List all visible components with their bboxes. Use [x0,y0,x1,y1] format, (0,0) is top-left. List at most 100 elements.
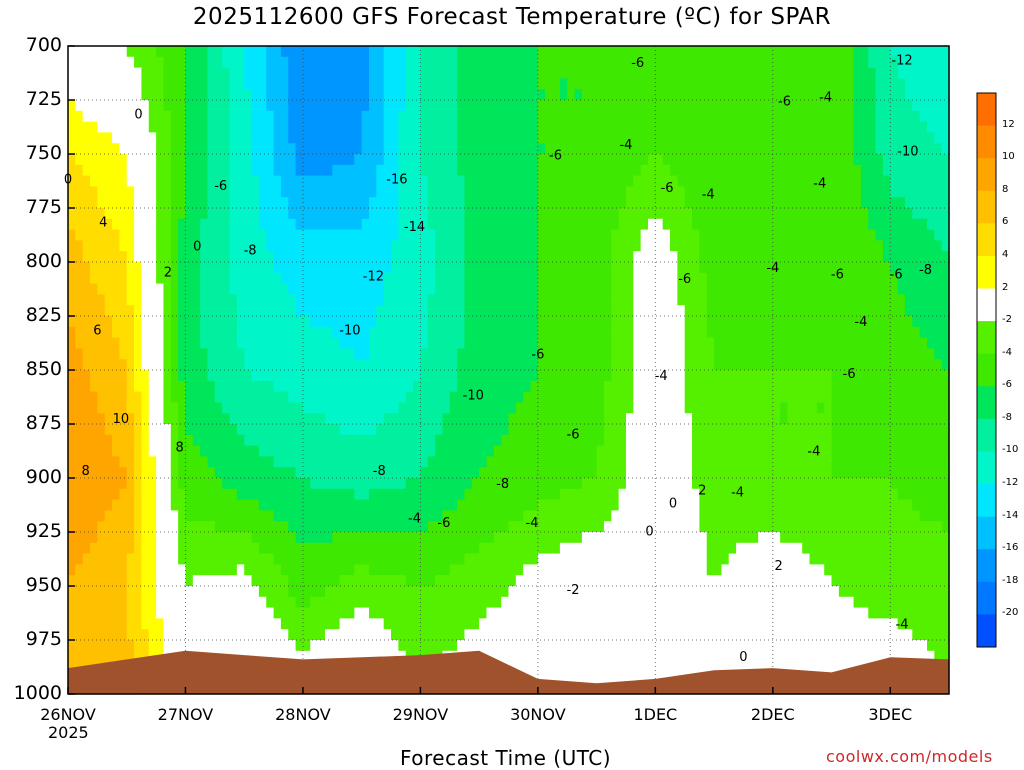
temperature-cell [324,456,333,468]
temperature-cell [941,326,950,339]
temperature-cell [750,294,759,306]
temperature-cell [75,251,84,263]
temperature-cell [134,294,143,306]
temperature-cell [413,370,421,382]
temperature-cell [904,218,913,231]
temperature-cell [670,175,678,187]
temperature-cell [310,434,319,447]
temperature-cell [706,100,715,112]
temperature-cell [324,175,333,187]
temperature-cell [647,56,656,69]
temperature-cell [427,208,436,220]
temperature-cell [251,370,260,382]
temperature-cell [258,456,267,468]
temperature-cell [332,164,341,177]
temperature-cell [493,100,502,112]
temperature-cell [655,380,664,393]
temperature-cell [714,186,723,198]
temperature-cell [838,413,847,425]
temperature-cell [266,78,275,90]
temperature-cell [934,208,943,220]
temperature-cell [758,154,767,166]
temperature-cell [625,380,634,393]
temperature-cell [376,154,385,166]
temperature-cell [611,208,620,220]
temperature-cell [941,56,950,69]
temperature-cell [280,262,289,274]
temperature-cell [471,337,480,349]
temperature-cell [207,175,216,187]
temperature-cell [420,456,429,468]
temperature-cell [868,305,877,317]
temperature-cell [486,67,495,79]
temperature-cell [310,164,319,177]
temperature-cell [714,251,723,263]
temperature-cell [178,262,187,274]
temperature-cell [714,46,723,58]
temperature-cell [479,229,488,241]
temperature-cell [258,316,267,328]
temperature-cell [625,402,634,414]
temperature-cell [912,175,921,187]
temperature-cell [750,424,759,436]
temperature-cell [692,316,700,328]
temperature-cell [273,67,282,79]
temperature-cell [640,467,649,479]
temperature-cell [941,467,950,479]
temperature-cell [134,67,143,79]
temperature-cell [882,456,891,468]
temperature-cell [772,262,781,274]
temperature-cell [882,164,891,177]
temperature-cell [750,186,759,198]
temperature-cell [750,434,759,447]
temperature-cell [148,121,157,133]
temperature-cell [603,132,612,144]
temperature-cell [596,391,605,403]
temperature-cell [68,445,76,457]
temperature-cell [295,272,304,285]
temperature-cell [941,413,950,425]
temperature-cell [559,89,568,101]
temperature-cell [156,186,165,198]
temperature-cell [860,240,869,252]
temperature-cell [508,46,517,58]
temperature-cell [486,456,495,468]
temperature-cell [427,46,436,58]
temperature-cell [471,424,480,436]
temperature-cell [413,229,421,241]
temperature-cell [258,434,267,447]
temperature-cell [537,391,546,403]
temperature-cell [853,283,862,295]
temperature-cell [427,78,436,90]
temperature-cell [662,67,671,79]
temperature-cell [647,359,656,371]
temperature-cell [633,143,642,155]
temperature-cell [471,121,480,133]
temperature-cell [229,56,238,69]
temperature-cell [339,424,348,436]
temperature-cell [559,78,568,90]
temperature-cell [361,132,370,144]
temperature-cell [332,337,341,349]
temperature-cell [332,283,341,295]
temperature-cell [523,272,532,285]
temperature-cell [82,240,91,252]
temperature-cell [603,121,612,133]
temperature-cell [926,56,935,69]
temperature-cell [163,186,172,198]
temperature-cell [200,467,209,479]
temperature-cell [523,402,532,414]
temperature-cell [596,143,605,155]
temperature-cell [574,262,583,274]
temperature-cell [178,467,187,479]
temperature-cell [611,294,620,306]
temperature-cell [618,359,627,371]
temperature-cell [633,67,642,79]
temperature-cell [82,359,91,371]
temperature-cell [633,467,642,479]
temperature-cell [302,121,311,133]
temperature-cell [207,262,216,274]
temperature-cell [310,78,319,90]
temperature-cell [596,121,605,133]
temperature-cell [875,100,884,112]
